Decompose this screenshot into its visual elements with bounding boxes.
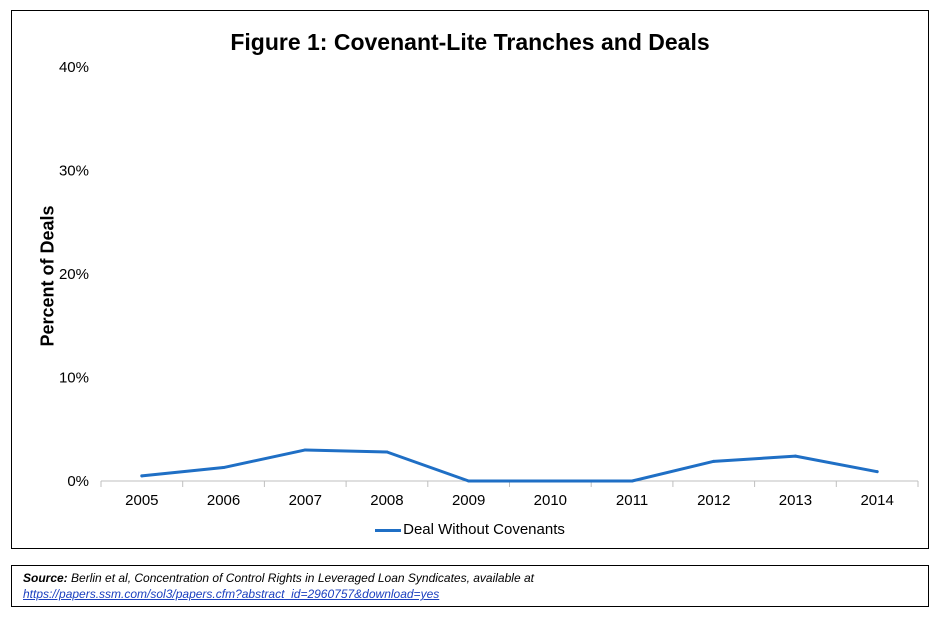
line-chart: 0% 10% 20% 30% 40% 2005 2006 2007 2008 2009 2010 20… [59,59,919,509]
series-line [140,448,879,483]
chart-container: Figure 1: Covenant-Lite Tranches and Dea… [11,10,929,549]
y-tick-label: 20% [59,266,89,283]
x-tick-label: 2009 [452,492,485,509]
data-point [222,466,226,470]
x-tick-label: 2006 [207,492,240,509]
legend-label: Deal Without Covenants [403,521,565,538]
data-point [793,454,797,458]
chart-title: Figure 1: Covenant-Lite Tranches and Dea… [230,29,710,55]
x-tick-label: 2005 [125,492,158,509]
x-tick-label: 2014 [860,492,893,509]
source-label: Source: [23,571,68,585]
source-text: Berlin et al, Concentration of Control R… [67,571,534,585]
data-point [385,450,389,454]
data-point [712,459,716,463]
y-tick-label: 30% [59,163,89,180]
data-point [875,470,879,474]
legend: Deal Without Covenants [12,521,928,538]
x-tick-label: 2010 [534,492,567,509]
x-tick-label: 2013 [779,492,812,509]
x-tick-label: 2007 [289,492,322,509]
legend-swatch [375,528,402,532]
y-tick-label: 40% [59,59,89,76]
data-point [467,479,471,483]
y-tick-label: 10% [59,370,89,387]
data-point [303,448,307,452]
source-note: Source: Berlin et al, Concentration of C… [11,565,929,607]
y-tick-label: 0% [67,473,89,490]
source-link[interactable]: https://papers.ssm.com/sol3/papers.cfm?a… [23,587,440,601]
x-tick-label: 2011 [616,492,648,509]
data-point [548,479,552,483]
x-tick-label: 2012 [697,492,730,509]
x-tick-label: 2008 [370,492,403,509]
data-point [140,474,144,478]
data-point [630,479,634,483]
